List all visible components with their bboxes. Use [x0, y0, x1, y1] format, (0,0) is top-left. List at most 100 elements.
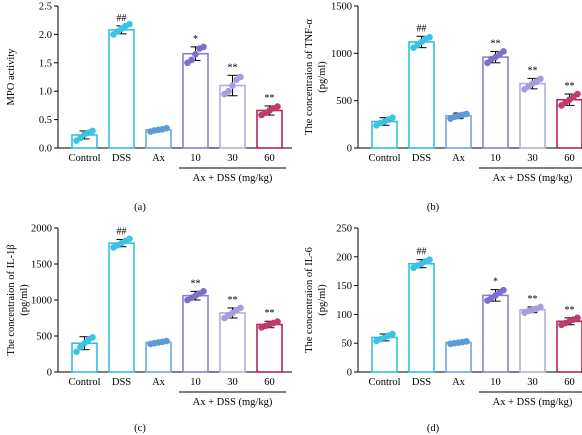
significance-label: ** — [528, 294, 538, 305]
category-label: 60 — [264, 153, 275, 164]
bar — [108, 242, 135, 373]
data-point — [73, 348, 80, 356]
data-point — [126, 235, 133, 243]
y-tick-label: 1000 — [31, 296, 52, 307]
data-point — [200, 43, 207, 51]
category-label: 60 — [564, 153, 575, 164]
data-point — [126, 20, 133, 28]
bar — [482, 56, 509, 149]
data-point — [192, 50, 199, 58]
significance-label: * — [193, 34, 198, 45]
category-label: Ax — [452, 377, 466, 388]
chart-panel-a: 0.0 0.5 1.0 1.5 2.0 2.5 MPO activity Control ## D… — [6, 2, 292, 213]
bar — [519, 308, 546, 373]
significance-label: ## — [417, 247, 427, 258]
category-label: Control — [368, 377, 400, 388]
y-tick-label: 1500 — [31, 260, 52, 271]
y-tick-label: 50 — [342, 339, 353, 350]
y-tick-label: 1.5 — [39, 58, 52, 69]
data-point — [389, 114, 396, 122]
y-axis-label: The concentraion of IL-1β (pg/ml) — [6, 244, 30, 355]
y-axis-label: The concentraion of TNF-α (pg/ml) — [304, 19, 328, 135]
data-point — [237, 73, 244, 81]
category-label: 60 — [264, 377, 275, 388]
category-label: 10 — [190, 153, 201, 164]
significance-label: ** — [565, 305, 575, 316]
category-label: 30 — [227, 377, 238, 388]
data-point — [537, 75, 544, 83]
data-point — [274, 103, 281, 110]
y-tick-label: 500 — [336, 96, 352, 107]
data-point — [574, 314, 581, 322]
y-tick-label: 1.0 — [39, 87, 52, 98]
y-tick-label: 100 — [336, 310, 352, 321]
significance-label: ** — [228, 62, 238, 73]
data-point — [500, 48, 507, 55]
y-tick-label: 2.5 — [39, 2, 52, 13]
chart-panel-d: 0 50 100 150 200 250 The concentraion of IL-6(… — [304, 224, 582, 434]
bar — [219, 312, 246, 373]
panel-label: (b) — [427, 202, 440, 213]
bar — [256, 323, 283, 373]
data-point — [463, 110, 470, 118]
category-label: DSS — [412, 377, 431, 388]
y-tick-label: 1000 — [331, 49, 352, 60]
data-point — [163, 337, 170, 345]
panel-label: (d) — [427, 423, 440, 434]
data-point — [574, 90, 581, 98]
significance-label: ## — [417, 23, 427, 34]
y-tick-label: 1500 — [331, 2, 352, 13]
category-label: 60 — [564, 377, 575, 388]
data-point — [163, 124, 170, 132]
panel-label: (a) — [134, 202, 146, 213]
y-tick-label: 0 — [347, 368, 352, 379]
group-label: Ax + DSS (mg/kg) — [193, 173, 273, 184]
category-label: Control — [68, 153, 100, 164]
y-tick-label: 0 — [47, 368, 52, 379]
significance-label: ** — [265, 93, 275, 104]
bar — [556, 320, 582, 373]
bar — [519, 82, 546, 149]
significance-label: ** — [228, 295, 238, 306]
bar — [145, 341, 172, 373]
group-label: Ax + DSS (mg/kg) — [193, 397, 273, 408]
data-point — [200, 288, 207, 295]
data-point — [463, 338, 470, 345]
data-point — [225, 87, 232, 95]
data-point — [274, 318, 281, 325]
bar — [182, 52, 209, 149]
bar — [556, 98, 582, 149]
y-tick-label: 2.0 — [39, 30, 52, 41]
bar — [482, 294, 509, 373]
category-label: 10 — [190, 377, 201, 388]
bar — [408, 262, 435, 373]
bar — [408, 41, 435, 149]
bar — [108, 29, 135, 149]
category-label: DSS — [112, 377, 131, 388]
category-label: Control — [368, 153, 400, 164]
y-tick-label: 0.0 — [39, 144, 52, 155]
data-point — [237, 304, 244, 312]
y-tick-label: 0.5 — [39, 115, 52, 126]
category-label: 10 — [490, 153, 501, 164]
category-label: 30 — [527, 153, 538, 164]
y-axis-label: The concentraion of IL-6 (pg/ml) — [304, 247, 328, 353]
data-point — [188, 56, 195, 64]
data-point — [89, 127, 96, 135]
group-label: Ax + DSS (mg/kg) — [493, 173, 573, 184]
significance-label: ** — [265, 308, 275, 319]
significance-label: ** — [528, 65, 538, 76]
data-point — [426, 256, 433, 263]
significance-label: * — [493, 277, 498, 288]
significance-label: ** — [491, 38, 501, 49]
category-label: Ax — [152, 153, 166, 164]
bar — [182, 294, 209, 373]
category-label: 30 — [527, 377, 538, 388]
significance-label: ** — [191, 278, 201, 289]
significance-label: ## — [117, 13, 127, 24]
category-label: DSS — [412, 153, 431, 164]
category-label: 30 — [227, 153, 238, 164]
